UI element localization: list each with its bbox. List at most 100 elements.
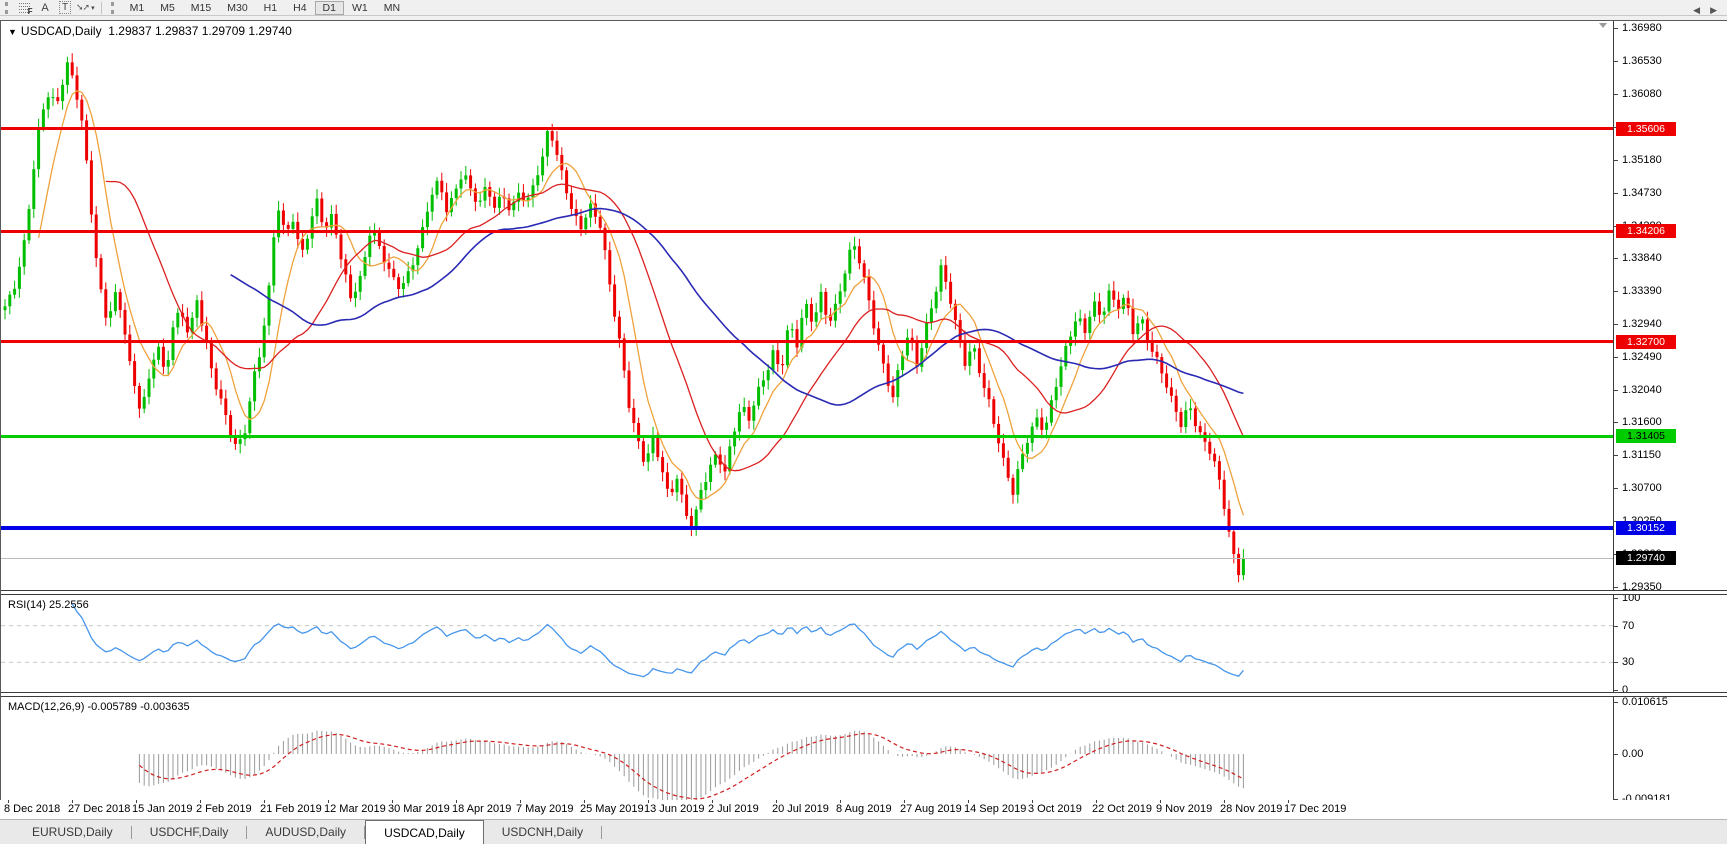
date-tick — [904, 800, 905, 803]
tab-separator — [130, 825, 132, 839]
price-chart-plot[interactable] — [1, 21, 1613, 590]
text-label-icon[interactable]: T — [56, 1, 74, 15]
tab-scroll-right-icon[interactable]: ▶ — [1710, 5, 1717, 15]
timeframe-button-mn[interactable]: MN — [383, 1, 401, 14]
collapse-triangle-icon[interactable]: ▼ — [8, 27, 17, 37]
chart-window: ▼ USDCAD,Daily 1.29837 1.29837 1.29709 1.… — [0, 20, 1727, 805]
chart-tab-usdcnh[interactable]: USDCNH,Daily — [501, 825, 584, 839]
price-tick-label: 1.36080 — [1622, 88, 1662, 100]
date-label: 17 Dec 2019 — [1284, 803, 1347, 815]
level-line-1.31405[interactable] — [1, 435, 1613, 438]
grid-f-glyph: F — [18, 2, 33, 16]
timeframe-button-m30[interactable]: M30 — [227, 1, 248, 14]
chart-shift-marker[interactable] — [1599, 23, 1607, 28]
grid-f-icon[interactable]: F — [16, 1, 34, 16]
chart-tab-bar: EURUSD,Daily USDCHF,Daily AUDUSD,Daily USDC… — [0, 819, 1727, 844]
price-tick — [1614, 258, 1618, 259]
toolbar-drag-handle[interactable] — [5, 1, 11, 14]
rsi-tick — [1614, 626, 1618, 627]
dropdown-arrow-icon[interactable]: ▾ — [91, 4, 95, 12]
chart-tab-usdchf[interactable]: USDCHF,Daily — [149, 825, 229, 839]
date-tick — [8, 800, 9, 803]
price-tick-label: 1.30700 — [1622, 482, 1662, 494]
tab-separator — [601, 825, 603, 839]
timeframe-button-w1[interactable]: W1 — [351, 1, 368, 14]
date-tick — [1288, 800, 1289, 803]
chart-symbol-label: USDCAD,Daily — [20, 24, 102, 38]
date-label: 2 Feb 2019 — [196, 803, 252, 815]
price-axis[interactable]: 1.369801.365301.360801.356301.351801.347… — [1613, 21, 1727, 805]
timeframe-button-m15[interactable]: M15 — [190, 1, 212, 14]
date-label: 8 Aug 2019 — [836, 803, 892, 815]
price-tick-label: 1.33840 — [1622, 252, 1662, 264]
price-tick-label: 1.32490 — [1622, 351, 1662, 363]
macd-indicator-plot[interactable] — [1, 697, 1613, 800]
toolbar-drag-handle-2[interactable] — [110, 1, 117, 14]
rsi-tick — [1614, 662, 1618, 663]
price-tick-label: 1.32040 — [1622, 384, 1662, 396]
chart-tab-audusd[interactable]: AUDUSD,Daily — [265, 825, 347, 839]
macd-tick — [1614, 702, 1618, 703]
price-tick — [1614, 160, 1618, 161]
panel-divider-macd[interactable] — [1, 692, 1727, 697]
timeframe-button-d1[interactable]: D1 — [314, 0, 344, 15]
date-tick — [264, 800, 265, 803]
rsi-tick-label: 100 — [1622, 592, 1641, 604]
chart-tab-usdcad[interactable]: USDCAD,Daily — [365, 820, 484, 844]
level-price-label-1.32700: 1.32700 — [1616, 335, 1676, 349]
level-line-1.30152[interactable] — [1, 526, 1613, 530]
date-label: 2 Jul 2019 — [708, 803, 759, 815]
level-price-label-1.31405: 1.31405 — [1616, 429, 1676, 443]
date-tick — [200, 800, 201, 803]
date-tick — [136, 800, 137, 803]
text-tool-icon[interactable]: A — [41, 1, 49, 14]
date-label: 30 Mar 2019 — [388, 803, 450, 815]
tab-separator — [246, 825, 248, 839]
date-tick — [648, 800, 649, 803]
tab-separator — [364, 825, 366, 839]
price-tick-label: 1.36980 — [1622, 22, 1662, 34]
macd-tick-label: 0.00 — [1622, 748, 1644, 760]
toolbar-separator — [100, 1, 102, 14]
timeframe-button-h4[interactable]: H4 — [293, 1, 307, 14]
price-tick-label: 1.35180 — [1622, 154, 1662, 166]
rsi-tick-label: 70 — [1622, 620, 1635, 632]
price-tick-label: 1.31150 — [1622, 449, 1661, 461]
date-tick — [1224, 800, 1225, 803]
date-label: 7 May 2019 — [516, 803, 574, 815]
timeframe-button-m5[interactable]: M5 — [160, 1, 175, 14]
current-price-line — [1, 558, 1613, 559]
price-tick-label: 1.32940 — [1622, 318, 1662, 330]
cursor-mode-icon[interactable]: ➘➚ ▾ — [76, 1, 95, 15]
rsi-indicator-plot[interactable] — [1, 595, 1613, 692]
timeframe-button-h1[interactable]: H1 — [263, 1, 278, 14]
chart-title: ▼ USDCAD,Daily 1.29837 1.29837 1.29709 1.… — [8, 24, 292, 38]
date-tick — [456, 800, 457, 803]
text-label-glyph: T — [58, 1, 72, 14]
rsi-tick-label: 0 — [1622, 684, 1629, 696]
price-tick — [1614, 455, 1618, 456]
date-tick — [1096, 800, 1097, 803]
timeframe-button-m1[interactable]: M1 — [129, 1, 145, 14]
level-line-1.34206[interactable] — [1, 230, 1613, 233]
chart-tab-eurusd[interactable]: EURUSD,Daily — [32, 825, 113, 839]
date-tick — [392, 800, 393, 803]
tab-scroll-left-icon[interactable]: ◀ — [1693, 5, 1701, 15]
date-label: 27 Aug 2019 — [900, 803, 962, 815]
date-tick — [712, 800, 713, 803]
level-line-1.32700[interactable] — [1, 340, 1613, 343]
price-tick — [1614, 422, 1618, 423]
price-tick-label: 1.33390 — [1622, 285, 1662, 297]
level-price-label-1.30152: 1.30152 — [1616, 521, 1676, 535]
macd-tick — [1614, 754, 1618, 755]
panel-divider-rsi[interactable] — [1, 590, 1727, 595]
level-line-1.35606[interactable] — [1, 127, 1613, 130]
date-label: 15 Jan 2019 — [132, 803, 193, 815]
price-tick — [1614, 390, 1618, 391]
date-axis[interactable]: 8 Dec 2018 27 Dec 2018 15 Jan 2019 2 Feb 20… — [0, 800, 1727, 819]
rsi-label: RSI(14) 25.2556 — [8, 599, 89, 611]
date-label: 3 Oct 2019 — [1028, 803, 1082, 815]
rsi-tick — [1614, 598, 1618, 599]
date-label: 20 Jul 2019 — [772, 803, 829, 815]
